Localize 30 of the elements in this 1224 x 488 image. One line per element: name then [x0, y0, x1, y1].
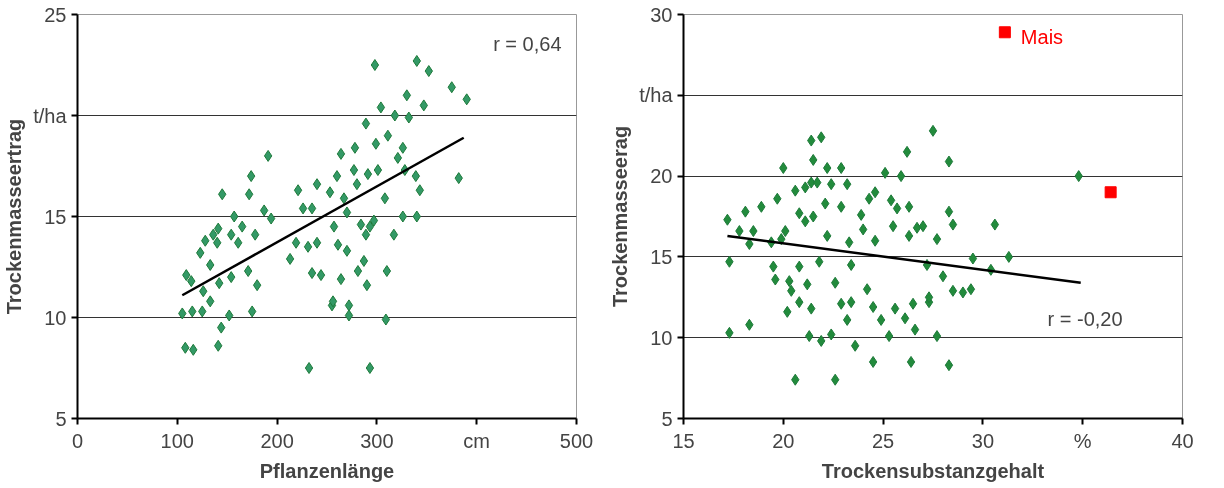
y-tick-label: 10 [650, 326, 673, 349]
x-tick-label: 30 [971, 429, 995, 452]
y-tick-label: t/ha [33, 104, 68, 127]
annotation: r = 0,64 [493, 32, 562, 55]
y-tick-label: 15 [650, 245, 673, 268]
x-tick-label: 200 [260, 429, 294, 452]
x-tick-label: 25 [871, 429, 895, 452]
y-tick-label: 15 [44, 205, 67, 228]
y-tick-label: 5 [55, 407, 67, 430]
x-tick-label: 40 [1171, 429, 1194, 452]
y-tick-label: 25 [44, 3, 67, 26]
y-tick-label: 20 [650, 165, 673, 188]
y-tick-label: 10 [44, 306, 67, 329]
y-tick-label: 30 [650, 3, 673, 26]
x-tick-label: 500 [559, 429, 594, 452]
y-tick-label: 5 [661, 407, 673, 430]
x-tick-label: 20 [772, 429, 795, 452]
series-label: Mais [1020, 26, 1064, 49]
x-axis-title: Pflanzenlänge [259, 459, 395, 482]
y-axis-title: Trockenmasseerag [609, 125, 632, 308]
x-tick-label: 15 [672, 429, 695, 452]
x-tick-label: 300 [360, 429, 394, 452]
x-axis-title: Trockensubstanzgehalt [821, 459, 1045, 482]
y-axis-title: Trockenmasseertrag [3, 118, 26, 315]
x-tick-label: cm [463, 429, 491, 452]
x-tick-label: 0 [71, 429, 84, 452]
annotation: r = -0,20 [1047, 307, 1123, 330]
x-tick-label: 100 [160, 429, 194, 452]
y-tick-label: t/ha [639, 84, 674, 107]
x-tick-label: % [1073, 429, 1092, 452]
